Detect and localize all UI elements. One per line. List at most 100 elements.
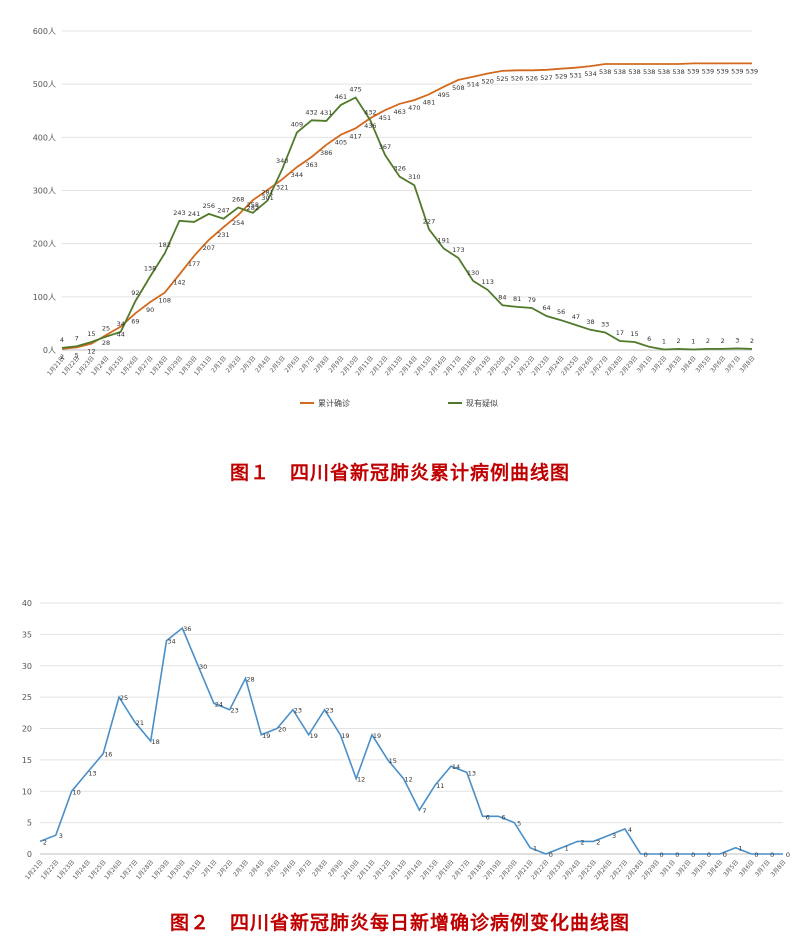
data-label: 526: [526, 74, 538, 82]
x-tick-label: 3月5日: [722, 859, 740, 879]
data-label: 19: [310, 732, 318, 740]
data-label: 0: [549, 851, 553, 859]
data-label: 247: [217, 207, 229, 215]
data-label: 310: [408, 173, 420, 181]
data-label: 3: [735, 336, 739, 344]
x-tick-label: 3月1日: [659, 859, 677, 879]
data-label: 56: [557, 308, 565, 316]
data-label: 539: [746, 67, 758, 75]
data-label: 1: [662, 337, 666, 345]
data-label: 2: [596, 838, 600, 846]
x-tick-label: 2月8日: [311, 859, 329, 879]
figure1-caption: 图１ 四川省新冠肺炎累计病例曲线图: [229, 462, 570, 484]
data-label: 470: [408, 104, 420, 112]
data-label: 7: [75, 334, 79, 342]
y-tick-label: 300人: [33, 187, 56, 196]
data-label: 108: [159, 297, 171, 305]
data-label: 13: [88, 769, 96, 777]
x-tick-label: 3月3日: [691, 859, 709, 879]
data-label: 409: [291, 121, 303, 129]
data-label: 15: [87, 330, 95, 338]
data-label: 138: [144, 265, 156, 273]
y-tick-label: 10: [22, 787, 32, 796]
data-label: 431: [320, 109, 332, 117]
data-label: 1: [739, 845, 743, 853]
data-label: 367: [379, 143, 391, 151]
data-label: 21: [136, 719, 144, 727]
y-tick-label: 500人: [33, 80, 56, 89]
data-label: 526: [511, 74, 523, 82]
y-tick-label: 15: [22, 756, 32, 765]
data-label: 539: [731, 67, 743, 75]
data-label: 24: [215, 700, 223, 708]
daily-new-cases-chart: 05101520253035401月21日1月22日1月23日1月24日1月25…: [22, 599, 790, 881]
data-label: 254: [232, 219, 244, 227]
data-label: 16: [104, 751, 112, 759]
data-label: 2: [750, 337, 754, 345]
data-label: 12: [87, 348, 95, 356]
y-tick-label: 400人: [33, 133, 56, 142]
data-label: 173: [452, 246, 464, 254]
data-label: 301: [261, 194, 273, 202]
x-tick-label: 2月7日: [295, 859, 313, 879]
data-label: 538: [614, 68, 626, 76]
x-tick-label: 2月3日: [232, 859, 250, 879]
data-label: 531: [570, 72, 582, 80]
y-tick-label: 100人: [33, 293, 56, 302]
data-label: 36: [183, 625, 191, 633]
data-label: 529: [555, 73, 567, 81]
y-tick-label: 0: [27, 850, 32, 859]
x-tick-label: 3月4日: [706, 859, 724, 879]
y-tick-label: 5: [27, 819, 32, 828]
data-label: 19: [262, 732, 270, 740]
data-label: 28: [246, 675, 254, 683]
data-label: 321: [276, 183, 288, 191]
data-label: 527: [540, 74, 552, 82]
data-label: 268: [232, 196, 244, 204]
data-label: 539: [702, 67, 714, 75]
data-label: 30: [199, 663, 207, 671]
data-label: 3: [59, 832, 63, 840]
data-label: 17: [616, 329, 624, 337]
data-label: 23: [325, 707, 333, 715]
data-label: 539: [716, 67, 728, 75]
data-label: 0: [770, 851, 774, 859]
data-label: 463: [393, 108, 405, 116]
data-label: 461: [335, 93, 347, 101]
data-label: 344: [291, 171, 303, 179]
data-label: 2: [60, 353, 64, 361]
data-label: 495: [437, 91, 449, 99]
data-label: 256: [203, 202, 215, 210]
data-label: 6: [501, 813, 505, 821]
data-label: 33: [601, 320, 609, 328]
x-tick-label: 3月8日: [739, 355, 757, 375]
series-line-suspected: [61, 96, 753, 351]
data-label: 4: [60, 336, 64, 344]
data-label: 2: [721, 337, 725, 345]
data-label: 90: [146, 306, 154, 314]
data-label: 514: [467, 81, 479, 89]
data-label: 538: [628, 68, 640, 76]
x-tick-label: 3月6日: [738, 859, 756, 879]
data-label: 130: [467, 269, 479, 277]
data-label: 0: [691, 851, 695, 859]
data-label: 23: [231, 707, 239, 715]
y-tick-label: 20: [22, 725, 32, 734]
legend-label: 现有疑似: [466, 398, 498, 408]
x-tick-label: 2月5日: [264, 859, 282, 879]
data-label: 281: [261, 189, 273, 197]
x-tick-label: 3月2日: [675, 859, 693, 879]
data-label: 227: [423, 217, 435, 225]
data-label: 475: [349, 85, 361, 93]
data-label: 2: [580, 838, 584, 846]
y-tick-label: 35: [22, 630, 32, 639]
data-label: 84: [498, 293, 506, 301]
data-label: 18: [152, 738, 160, 746]
data-label: 81: [513, 295, 521, 303]
data-label: 0: [754, 851, 758, 859]
x-tick-label: 2月2日: [216, 859, 234, 879]
data-label: 47: [572, 313, 580, 321]
data-label: 2: [43, 838, 47, 846]
data-label: 432: [364, 108, 376, 116]
data-label: 25: [102, 325, 110, 333]
